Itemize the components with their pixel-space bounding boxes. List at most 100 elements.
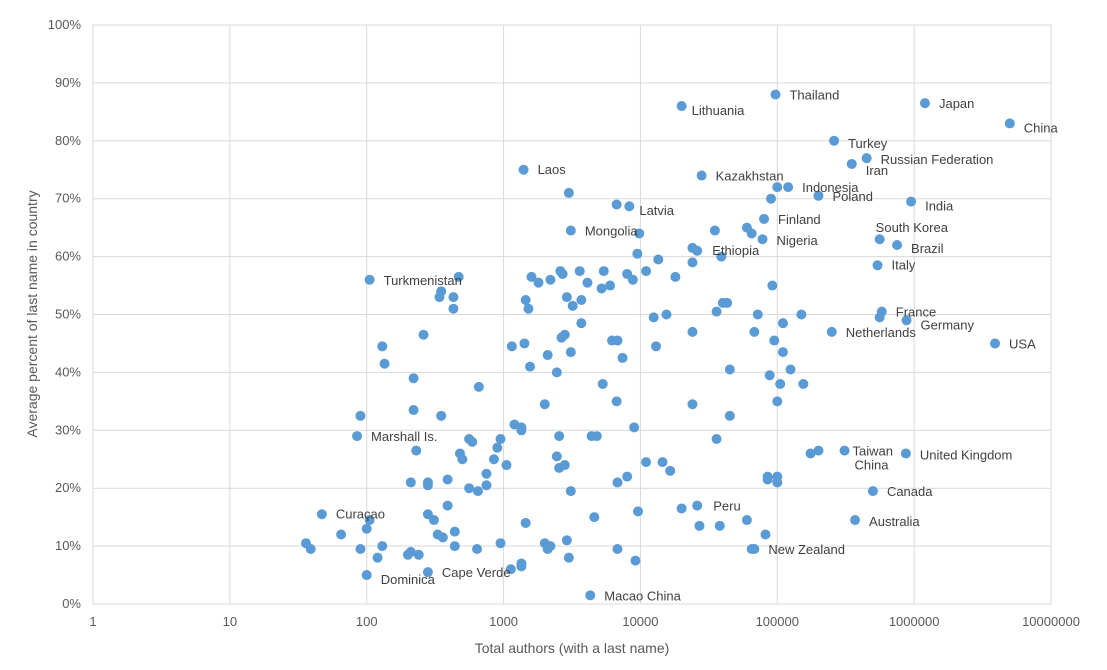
y-tick-label: 0% [62,596,81,611]
point-label: Iran [866,163,888,178]
data-point [523,303,534,314]
y-axis-title: Average percent of last name in country [24,190,40,437]
point-label: Kazakhstan [716,169,784,184]
data-point [377,541,388,552]
data-point [519,338,530,349]
point-label: Marshall Is. [371,429,437,444]
data-point [472,486,483,497]
data-point [617,352,628,363]
data-point [634,228,645,239]
y-tick-label: 50% [55,307,81,322]
data-point [526,271,537,282]
y-tick-label: 20% [55,480,81,495]
data-point [585,590,596,601]
data-point [839,445,850,456]
data-point [692,500,703,511]
y-tick-label: 60% [55,249,81,264]
data-point [906,196,917,207]
data-point [574,266,585,277]
data-point [767,280,778,291]
y-tick-label: 70% [55,191,81,206]
data-point [605,280,616,291]
data-point [762,474,773,485]
data-point [408,405,419,416]
data-point [772,182,783,193]
data-point [559,329,570,340]
data-point [364,274,375,285]
data-point [377,341,388,352]
data-point [777,318,788,329]
data-point [559,460,570,471]
data-point [520,295,531,306]
data-point [630,555,641,566]
y-axis-ticks: 0% 10% 20% 30% 40% 50% 60% 70% 80% 90% 100% [48,17,82,611]
data-point [557,268,568,279]
data-point [826,326,837,337]
data-point [448,292,459,303]
data-point [361,570,372,581]
data-point [567,300,578,311]
data-point [813,445,824,456]
point-label: Peru [713,499,740,514]
point-label: Indonesia [802,180,859,195]
point-label: China [855,458,890,473]
data-point [598,266,609,277]
data-point [411,445,422,456]
data-point [506,341,517,352]
data-point [448,303,459,314]
data-point [872,260,883,271]
data-point [676,101,687,112]
point-label: Nigeria [777,233,819,248]
data-point [874,234,885,245]
data-point [651,341,662,352]
data-point [1004,118,1015,129]
data-point [516,561,527,572]
data-point [352,431,363,442]
data-point [757,234,768,245]
data-point [525,361,536,372]
data-point [759,213,770,224]
data-point [772,477,783,488]
data-point [408,373,419,384]
data-point [551,367,562,378]
data-point [428,515,439,526]
data-point [589,512,600,523]
data-point [769,335,780,346]
data-point [576,318,587,329]
data-point [714,520,725,531]
data-point [783,182,794,193]
y-tick-label: 10% [55,538,81,553]
data-point [364,515,375,526]
data-point [449,541,460,552]
data-point [472,543,483,554]
data-point [488,454,499,465]
data-point [554,431,565,442]
y-tick-label: 90% [55,75,81,90]
x-tick-label: 10000 [622,614,658,629]
data-point [436,410,447,421]
data-point [746,228,757,239]
point-label: Ethiopia [712,243,760,258]
data-point [641,266,652,277]
x-tick-label: 1000 [489,614,518,629]
data-point [874,312,885,323]
point-labels: Lithuania Thailand Japan China TurkeyRussian… [336,87,1059,603]
data-point [612,543,623,554]
data-point [505,564,516,575]
y-tick-label: 40% [55,364,81,379]
data-point [850,515,861,526]
point-label: Mongolia [585,224,639,239]
data-point [785,364,796,375]
data-point [687,326,698,337]
data-point [867,486,878,497]
data-point [596,283,607,294]
data-point [434,292,445,303]
data-point [565,486,576,497]
data-point [846,158,857,169]
data-point [591,431,602,442]
data-point [696,170,707,181]
data-point [361,523,372,534]
data-point [612,477,623,488]
data-point [457,454,468,465]
